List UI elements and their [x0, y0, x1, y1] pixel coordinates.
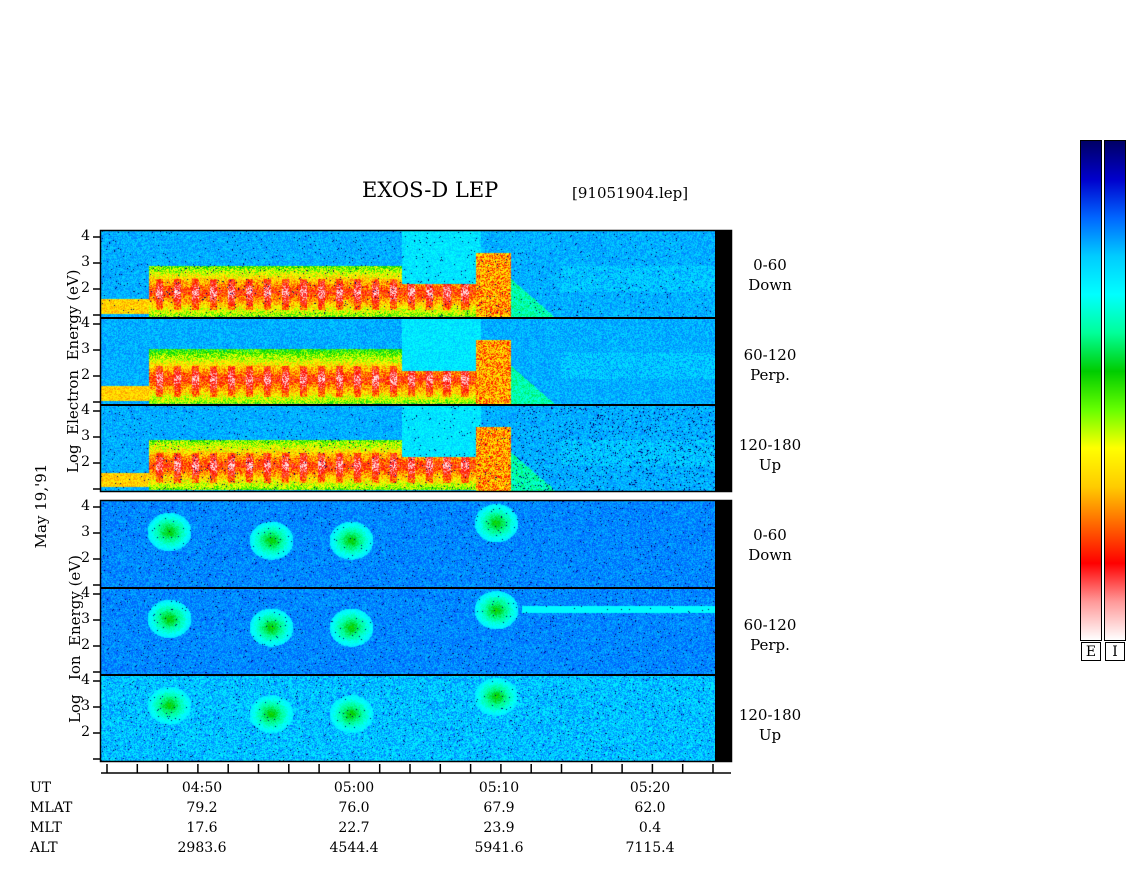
colorbar-label-e: E [1081, 642, 1101, 661]
ion-y-axis-label: Log Ion Energy (eV) [66, 539, 84, 739]
ion-channel-perp: 60-120 Perp. [743, 616, 797, 654]
mlat-value: 79.2 [186, 800, 218, 816]
electron-spectrogram [101, 231, 715, 491]
y-tick-label: 3 [81, 428, 90, 444]
y-label-log: Log [66, 694, 84, 724]
mlt-value: 23.9 [483, 820, 515, 836]
mlt-value: 17.6 [186, 820, 218, 836]
y-tick-label: 2 [81, 724, 90, 740]
ut-tick-label: 05:10 [478, 780, 520, 796]
y-tick-label: 4 [81, 402, 90, 418]
chart-title: EXOS-D LEP [362, 178, 499, 202]
row-label-ut: UT [30, 780, 52, 796]
colorbar-electron [1080, 140, 1102, 641]
electron-channel-up: 120-180 Up [738, 436, 802, 474]
mlt-value: 22.7 [338, 820, 370, 836]
y-tick-label: 2 [81, 367, 90, 383]
ion-channel-down: 0-60 Down [748, 526, 792, 564]
y-label-energy: Energy [64, 305, 82, 361]
ut-tick-label: 05:20 [629, 780, 671, 796]
ion-spectrogram [101, 501, 715, 761]
ut-tick-label: 04:50 [181, 780, 223, 796]
row-label-alt: ALT [30, 840, 58, 856]
date-label: May 19,'91 [32, 463, 50, 549]
y-tick-label: 3 [81, 698, 90, 714]
y-tick-label: 2 [81, 550, 90, 566]
y-tick-label: 2 [81, 637, 90, 653]
y-label-log: Log [64, 444, 82, 473]
y-tick-label: 3 [81, 611, 90, 627]
y-tick-label: 4 [81, 315, 90, 331]
alt-value: 5941.6 [474, 840, 524, 856]
y-tick-label: 2 [81, 454, 90, 470]
ion-black-strip [715, 501, 731, 761]
y-label-unit: (eV) [64, 269, 82, 301]
mlt-value: 0.4 [638, 820, 662, 836]
colorbar-label-i: I [1105, 642, 1125, 661]
y-tick-label: 4 [81, 228, 90, 244]
alt-value: 2983.6 [177, 840, 227, 856]
electron-channel-perp: 60-120 Perp. [743, 346, 797, 384]
y-label-species: Electron [64, 369, 82, 435]
y-tick-label: 3 [81, 524, 90, 540]
y-tick-label: 4 [81, 585, 90, 601]
ut-tick-label: 05:00 [333, 780, 375, 796]
row-label-mlt: MLT [30, 820, 62, 836]
y-tick-label: 3 [81, 254, 90, 270]
y-tick-label: 4 [81, 672, 90, 688]
file-name: [91051904.lep] [572, 184, 689, 202]
y-label-unit: (eV) [66, 555, 84, 587]
alt-value: 7115.4 [625, 840, 675, 856]
mlat-value: 62.0 [634, 800, 666, 816]
ion-channel-up: 120-180 Up [738, 706, 802, 744]
y-label-energy: Energy [66, 591, 84, 646]
mlat-value: 76.0 [338, 800, 370, 816]
mlat-value: 67.9 [483, 800, 515, 816]
electron-y-axis-label: Log Electron Energy (eV) [64, 269, 82, 473]
y-tick-label: 4 [81, 498, 90, 514]
alt-value: 4544.4 [329, 840, 379, 856]
y-tick-label: 2 [81, 280, 90, 296]
y-tick-label: 3 [81, 341, 90, 357]
row-label-mlat: MLAT [30, 800, 73, 816]
colorbar-ion [1104, 140, 1126, 641]
electron-channel-down: 0-60 Down [748, 256, 792, 294]
y-label-species: Ion [66, 655, 84, 681]
electron-black-strip [715, 231, 731, 491]
